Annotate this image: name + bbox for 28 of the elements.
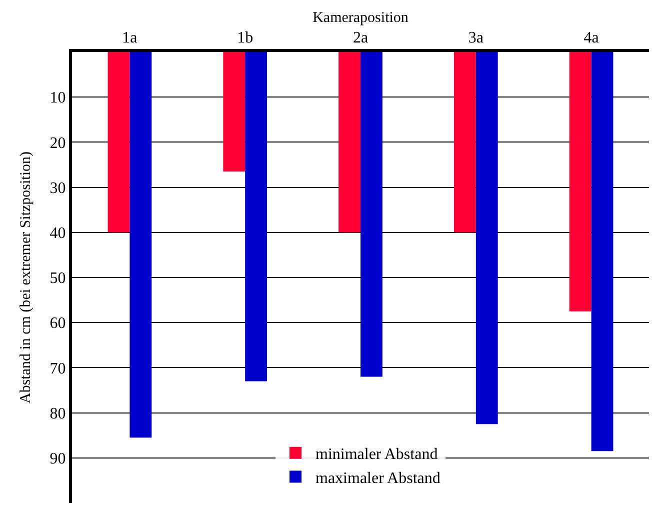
x-tick-label: 2a [352,30,368,47]
x-axis-title: Kameraposition [312,10,409,26]
y-tick-label: 60 [50,315,66,332]
x-tick-label: 1a [122,30,138,47]
y-tick-label: 20 [50,134,66,152]
bar [130,52,152,438]
bar [245,52,268,382]
x-tick-label: 3a [468,30,484,47]
y-axis-title: Abstand in cm (bei extremer Sitzposition) [18,151,34,404]
y-tick-label: 50 [50,270,66,288]
legend-label: minimaler Abstand [316,446,438,464]
bar [454,52,476,232]
x-tick-label: 1b [237,30,254,47]
y-tick-label: 90 [50,450,66,468]
x-tick-label: 4a [584,30,599,47]
bar [223,52,246,172]
bar [476,52,498,424]
legend-label: maximaler Abstand [316,470,440,487]
y-tick-label: 30 [50,180,66,197]
y-tick-label: 10 [50,90,66,107]
bar [591,52,614,452]
y-tick-label: 80 [50,405,66,422]
bar [108,52,130,232]
bar [360,52,382,377]
y-tick-label: 40 [50,225,66,242]
bar [338,52,360,232]
bar [569,52,592,312]
y-tick-label: 70 [50,360,66,378]
